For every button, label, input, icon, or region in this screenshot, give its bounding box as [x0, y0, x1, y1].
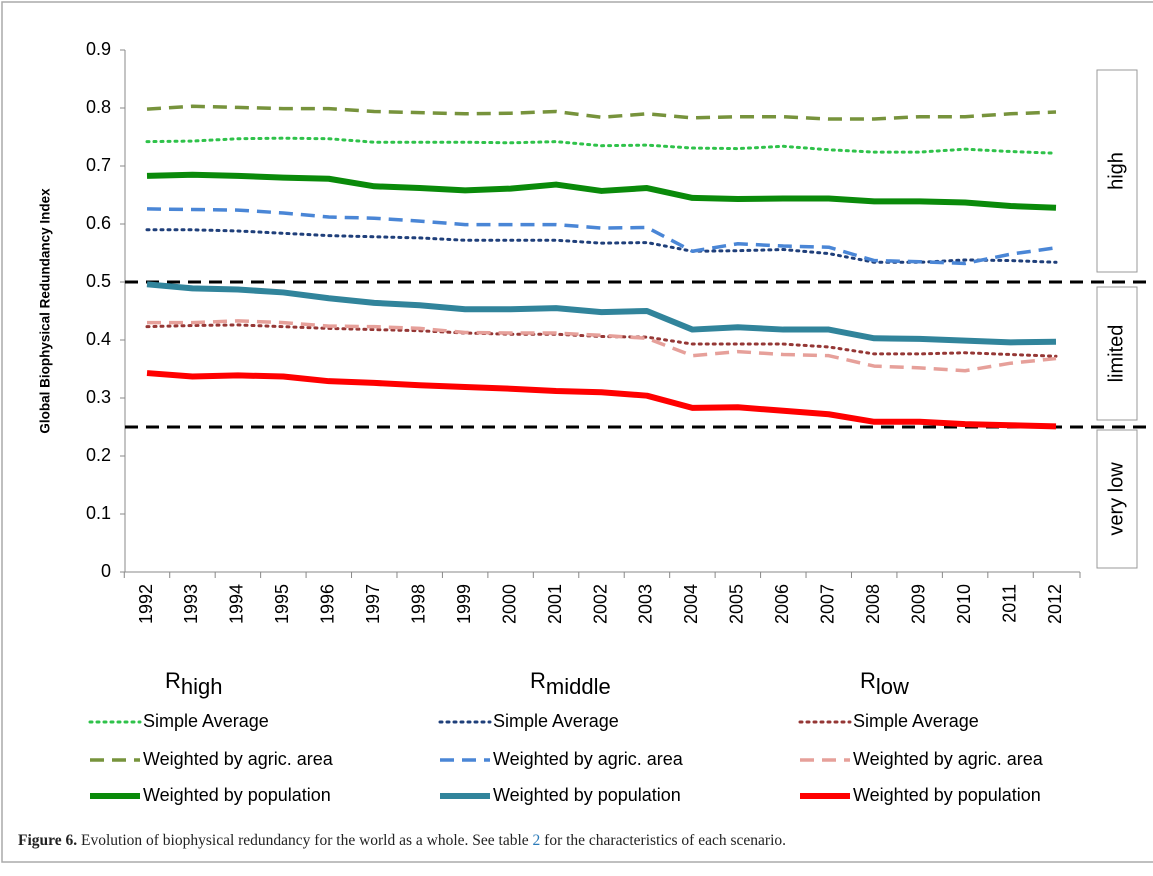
y-tick-label: 0.8 [86, 97, 111, 117]
x-tick-label: 1997 [363, 584, 383, 624]
y-tick-label: 0.3 [86, 387, 111, 407]
legend-label: Weighted by agric. area [143, 749, 334, 769]
x-tick-label: 2010 [954, 584, 974, 624]
y-tick-label: 0.5 [86, 271, 111, 291]
legend-group-subscript: high [181, 674, 223, 699]
caption-text: Evolution of biophysical redundancy for … [81, 832, 533, 849]
y-tick-label: 0.6 [86, 213, 111, 233]
caption: Figure 6. Evolution of biophysical redun… [18, 832, 1138, 850]
band-box [1096, 69, 1138, 273]
legend-label: Simple Average [143, 711, 269, 731]
x-tick-label: 2000 [499, 584, 519, 624]
x-tick-label: 2004 [681, 584, 701, 624]
legend-group-subscript: low [876, 674, 909, 699]
legend-label: Weighted by population [143, 785, 331, 805]
x-tick-label: 2002 [590, 584, 610, 624]
legend-label: Weighted by agric. area [853, 749, 1044, 769]
x-tick-label: 2001 [545, 584, 565, 624]
x-tick-label: 2005 [727, 584, 747, 624]
x-tick-label: 1994 [227, 584, 247, 624]
caption-text: for the characteristics of each scenario… [540, 832, 786, 849]
band-box [1096, 429, 1138, 569]
legend-label: Weighted by agric. area [493, 749, 684, 769]
x-tick-label: 2008 [863, 584, 883, 624]
legend-group-base: R [860, 668, 876, 693]
series-line [145, 136, 1058, 155]
band-box [1096, 286, 1138, 421]
y-tick-label: 0.9 [86, 39, 111, 59]
legend-group-title: Rhigh [165, 668, 222, 699]
y-tick-label: 0.4 [86, 329, 111, 349]
x-tick-label: 2007 [818, 584, 838, 624]
x-tick-label: 1996 [318, 584, 338, 624]
band-label: limited [1105, 325, 1127, 383]
x-tick-label: 2012 [1045, 584, 1065, 624]
legend-group-subscript: middle [546, 674, 611, 699]
y-tick-label: 0.7 [86, 155, 111, 175]
series-line [145, 323, 1058, 358]
band-label: very low [1105, 462, 1127, 536]
y-tick-label: 0.1 [86, 503, 111, 523]
legend-group-base: R [165, 668, 181, 693]
band-label: high [1105, 152, 1127, 190]
x-tick-label: 2006 [772, 584, 792, 624]
x-tick-label: 1995 [272, 584, 292, 624]
legend-label: Simple Average [493, 711, 619, 731]
legend-label: Weighted by population [853, 785, 1041, 805]
series-line [146, 370, 1057, 430]
x-tick-label: 2003 [636, 584, 656, 624]
legend-group-title: Rlow [860, 668, 909, 699]
series-line [146, 104, 1057, 121]
x-tick-label: 2009 [908, 584, 928, 624]
caption-ref[interactable]: 2 [532, 832, 541, 849]
series-line [146, 171, 1057, 211]
y-axis-label: Global Biophysical Redundancy Index [38, 188, 53, 434]
legend-label: Simple Average [853, 711, 979, 731]
x-tick-label: 1999 [454, 584, 474, 624]
series-line [147, 319, 1057, 373]
series-line [146, 207, 1057, 266]
y-tick-label: 0.2 [86, 445, 111, 465]
caption-label: Figure 6. [18, 832, 78, 849]
y-tick-label: 0 [101, 561, 111, 581]
legend-label: Weighted by population [493, 785, 681, 805]
x-tick-label: 1992 [136, 584, 156, 624]
x-tick-label: 1993 [181, 584, 201, 624]
series-line [145, 228, 1058, 264]
x-tick-label: 2011 [999, 584, 1019, 623]
series-line [146, 281, 1057, 346]
legend-group-title: Rmiddle [530, 668, 611, 699]
legend-group-base: R [530, 668, 546, 693]
x-tick-label: 1998 [408, 584, 428, 624]
